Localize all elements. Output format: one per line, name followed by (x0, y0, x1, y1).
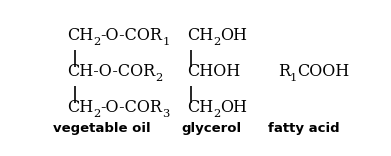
Text: CH: CH (67, 27, 93, 44)
Text: CH: CH (187, 27, 213, 44)
Text: R: R (278, 63, 290, 80)
Text: COOH: COOH (297, 63, 350, 80)
Text: -O-COR: -O-COR (100, 27, 163, 44)
Text: vegetable oil: vegetable oil (53, 122, 151, 135)
Text: 1: 1 (163, 37, 170, 47)
Text: fatty acid: fatty acid (267, 122, 339, 135)
Text: 2: 2 (213, 109, 220, 119)
Text: 2: 2 (93, 37, 100, 47)
Text: OH: OH (220, 27, 247, 44)
Text: 2: 2 (155, 73, 163, 83)
Text: CH: CH (187, 99, 213, 116)
Text: 1: 1 (290, 73, 297, 83)
Text: CH: CH (67, 99, 93, 116)
Text: glycerol: glycerol (181, 122, 241, 135)
Text: CH-O-COR: CH-O-COR (67, 63, 155, 80)
Text: OH: OH (220, 99, 247, 116)
Text: 2: 2 (93, 109, 100, 119)
Text: -O-COR: -O-COR (100, 99, 163, 116)
Text: CHOH: CHOH (187, 63, 240, 80)
Text: 2: 2 (213, 37, 220, 47)
Text: 3: 3 (163, 109, 170, 119)
